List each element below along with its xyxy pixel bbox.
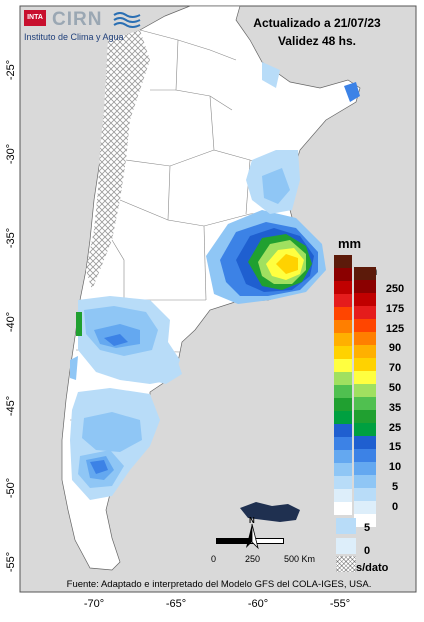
legend-swatch [334,333,352,346]
no-data-area [86,30,150,290]
source-footer: Fuente: Adaptado e interpretado del Mode… [66,579,372,590]
validity-label: Validez 48 hs. [277,34,357,48]
legend-swatch [354,514,376,527]
legend-swatch [354,332,376,345]
legend-value: 0 [391,500,399,513]
legend-value: 90 [388,342,402,355]
waves-icon [113,12,141,28]
legend-swatch [334,398,352,411]
legend-swatch [334,411,352,424]
legend-swatch [354,319,376,332]
legend-swatch [334,476,352,489]
cirn-logo: CIRN [52,9,103,30]
legend-swatch [354,410,376,423]
legend-swatch [334,424,352,437]
lat-tick-label: -30° [5,143,17,165]
legend-small-swatch [336,518,356,534]
legend-swatch [334,437,352,450]
legend-swatch [354,371,376,384]
legend-swatch [354,475,376,488]
legend-swatch [334,502,352,515]
lat-tick-label: -55° [5,551,17,573]
lat-tick-label: -50° [5,477,17,499]
legend-value: 10 [388,461,402,474]
legend-swatch [354,267,376,280]
inta-logo: INTA [24,10,46,26]
legend-value: 15 [388,441,402,454]
scale-label-0: 0 [211,554,217,564]
legend-swatch [334,372,352,385]
legend-swatch [334,346,352,359]
north-label: N [249,516,255,525]
legend-swatch [354,462,376,475]
precip-patagonia-south [70,356,182,500]
legend-value: 250 [385,283,405,295]
legend-swatch [354,345,376,358]
legend-small-value: 0 [364,545,371,557]
legend-value: 70 [388,362,402,375]
legend-swatch [354,280,376,293]
legend-swatch [354,293,376,306]
lat-tick-label: -45° [5,395,17,417]
scale-label-500: 500 Km [284,554,316,564]
legend-swatch [334,255,352,268]
legend-swatch [334,385,352,398]
lat-tick-label: -25° [5,59,17,81]
legend-swatch [354,488,376,501]
legend-value: 125 [385,322,405,335]
institute-name: Instituto de Clima y Agua [24,32,124,42]
legend-swatch [354,423,376,436]
legend-small-swatch [336,538,356,554]
lon-tick-label: -65° [165,598,187,610]
legend-swatch [354,449,376,462]
precip-buenos-aires [206,210,326,304]
legend-swatch [334,450,352,463]
legend-swatch [334,307,352,320]
legend-value: 50 [388,382,402,394]
legend-value: 25 [388,421,402,434]
lon-tick-label: -60° [247,598,269,610]
lon-tick-label: -55° [329,598,351,610]
legend-swatch [354,501,376,514]
legend-small-swatch [336,556,356,572]
legend-swatch [334,463,352,476]
legend-value: 35 [388,401,402,414]
lon-tick-label: -70° [83,598,105,610]
legend-swatch [334,268,352,281]
scale-bar-black [216,538,250,544]
legend-swatch [354,384,376,397]
north-arrow-icon [246,523,259,550]
legend-swatch [354,306,376,319]
legend-swatch [354,358,376,371]
updated-label: Actualizado a 21/07/23 [253,16,381,30]
legend-value: 175 [385,302,405,315]
legend-swatch [334,489,352,502]
legend-swatch [354,436,376,449]
legend-swatch [334,359,352,372]
precip-northeast [246,62,360,214]
province-boundaries [70,29,293,421]
lat-tick-label: -35° [5,227,17,249]
legend-swatch [334,281,352,294]
legend-swatch [334,294,352,307]
legend-swatch [334,320,352,333]
scale-label-250: 250 [245,554,261,564]
lat-tick-label: -40° [5,311,17,333]
legend-small-value: 5 [364,522,371,534]
legend-swatch [354,397,376,410]
falkland-islands [240,502,300,522]
legend-value: 5 [391,481,399,493]
legend-small-value: s/dato [356,562,389,574]
legend-unit: mm [338,236,362,251]
